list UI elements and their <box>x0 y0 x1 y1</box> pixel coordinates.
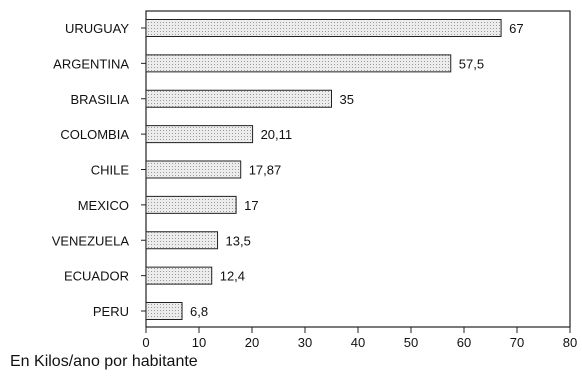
x-tick-label-20: 20 <box>245 335 259 350</box>
x-tick-label-10: 10 <box>192 335 206 350</box>
bar-peru <box>145 302 183 320</box>
value-label-chile: 17,87 <box>249 163 282 178</box>
category-label-brasilia: BRASILIA <box>70 92 129 107</box>
x-tick-label-60: 60 <box>457 335 471 350</box>
category-labels-group: URUGUAY 67 ARGENTINA 57,5 BRASILIA 35 COLOMBIA… <box>52 21 524 319</box>
category-label-colombia: COLOMBIA <box>60 127 129 142</box>
bar-venezuela <box>145 231 219 250</box>
value-label-peru: 6,8 <box>190 304 208 319</box>
x-tick-label-70: 70 <box>510 335 524 350</box>
value-label-colombia: 20,11 <box>261 127 293 142</box>
value-label-argentina: 57,5 <box>459 56 484 71</box>
bar-chile <box>145 160 242 179</box>
x-tick-label-80: 80 <box>563 335 577 350</box>
bar-uruguay <box>145 19 502 37</box>
x-axis-label: En Kilos/ano por habitante <box>10 353 198 370</box>
category-label-venezuela: VENEZUELA <box>52 233 130 248</box>
value-label-mexico: 17 <box>244 198 258 213</box>
value-label-brasilia: 35 <box>340 92 354 107</box>
category-label-ecuador: ECUADOR <box>64 269 129 284</box>
bar-colombia <box>145 125 254 144</box>
x-tick-label-0: 0 <box>142 335 149 350</box>
x-tick-label-50: 50 <box>404 335 418 350</box>
category-label-argentina: ARGENTINA <box>53 56 129 71</box>
value-label-venezuela: 13,5 <box>226 233 251 248</box>
x-tick-label-40: 40 <box>351 335 365 350</box>
bar-brasilia <box>145 89 332 108</box>
bar-argentina <box>145 54 452 73</box>
value-label-ecuador: 12,4 <box>220 269 245 284</box>
category-label-chile: CHILE <box>91 163 130 178</box>
category-label-uruguay: URUGUAY <box>65 21 129 36</box>
category-label-mexico: MEXICO <box>78 198 129 213</box>
bar-ecuador <box>145 266 213 285</box>
x-tick-label-30: 30 <box>298 335 312 350</box>
x-axis-ticks-group: 0 10 20 30 40 50 60 70 80 <box>142 327 577 350</box>
bar-mexico <box>145 195 237 214</box>
category-label-peru: PERU <box>93 304 129 319</box>
bars-group <box>141 19 502 320</box>
value-label-uruguay: 67 <box>509 21 523 36</box>
